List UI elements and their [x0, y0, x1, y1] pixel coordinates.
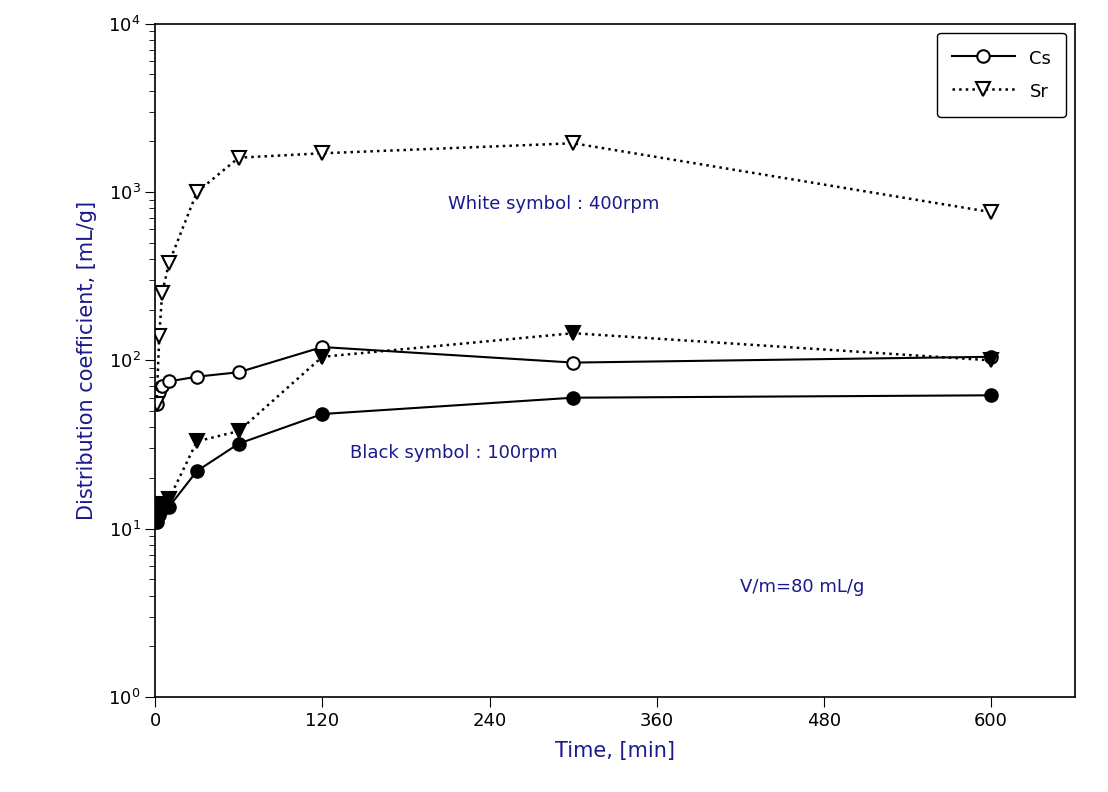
Sr — [150, 399, 163, 409]
Text: Black symbol : 100rpm: Black symbol : 100rpm — [350, 444, 557, 463]
Legend: Cs, Sr: Cs, Sr — [937, 32, 1066, 116]
Cs — [191, 372, 204, 382]
Sr — [191, 187, 204, 196]
Cs — [316, 342, 329, 352]
Sr — [316, 149, 329, 158]
Line: Cs: Cs — [151, 341, 997, 410]
Text: White symbol : 400rpm: White symbol : 400rpm — [448, 195, 659, 213]
Sr — [232, 153, 245, 162]
Cs — [155, 382, 168, 391]
Sr — [985, 208, 998, 217]
Sr — [163, 258, 176, 268]
Cs — [150, 399, 163, 409]
Cs — [153, 387, 166, 397]
Cs — [566, 358, 579, 367]
Sr — [566, 139, 579, 148]
Text: V/m=80 mL/g: V/m=80 mL/g — [740, 578, 864, 596]
Sr — [153, 331, 166, 341]
Cs — [163, 377, 176, 386]
Y-axis label: Distribution coefficient, [mL/g]: Distribution coefficient, [mL/g] — [78, 201, 98, 520]
X-axis label: Time, [min]: Time, [min] — [555, 741, 675, 760]
Line: Sr: Sr — [150, 136, 998, 411]
Sr — [155, 288, 168, 298]
Cs — [985, 352, 998, 361]
Cs — [232, 367, 245, 377]
